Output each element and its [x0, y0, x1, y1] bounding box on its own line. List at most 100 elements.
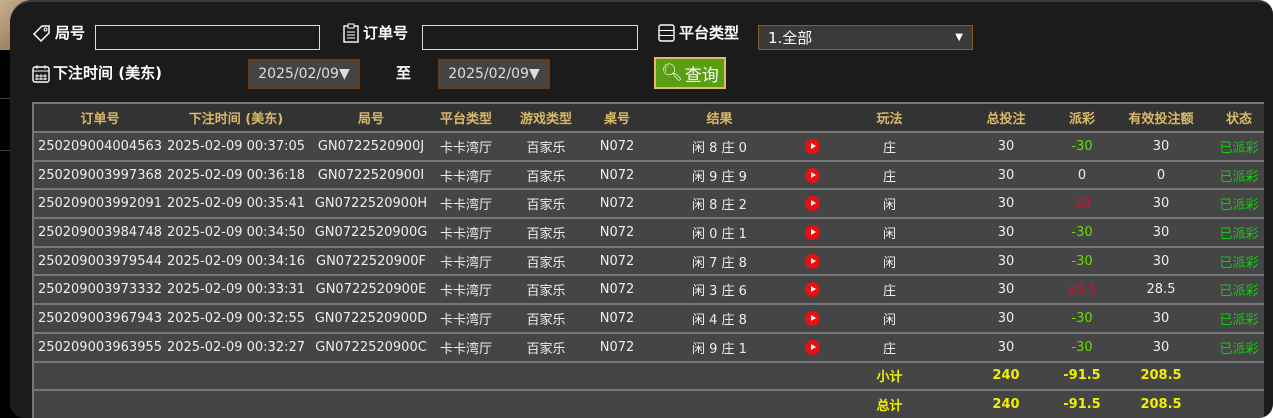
- table-row[interactable]: 250209003973332 2025-02-09 00:33:31 GN0722…: [33, 275, 1264, 306]
- column-header: 下注时间 (美东): [166, 102, 306, 133]
- table-row[interactable]: 250209003979544 2025-02-09 00:34:16 GN0722…: [33, 246, 1264, 277]
- empty-cell: [638, 361, 801, 392]
- empty-cell: [496, 390, 596, 418]
- empty-cell: [638, 390, 801, 418]
- bet-record-panel: 局号 订单号 平台类型 1.全部 ▼ 下注时间 (美东) 2025/02/09▼ …: [10, 0, 1273, 418]
- cell-table: N072: [596, 189, 638, 220]
- play-video-icon[interactable]: [804, 253, 820, 269]
- cell-play: 闲: [823, 218, 956, 248]
- table-row[interactable]: 250209003984748 2025-02-09 00:34:50 GN0722…: [33, 218, 1264, 248]
- query-button-label: 查询: [684, 65, 719, 86]
- cell-platform: 卡卡湾厅: [436, 218, 496, 248]
- cell-round: GN0722520900G: [306, 218, 436, 248]
- column-header: 派彩: [1056, 102, 1108, 133]
- cell-time: 2025-02-09 00:35:41: [166, 189, 306, 220]
- cell-game: 百家乐: [496, 304, 596, 334]
- play-video-icon[interactable]: [804, 224, 820, 240]
- cell-bet: 30: [956, 160, 1056, 191]
- date-from-picker[interactable]: 2025/02/09▼: [248, 59, 360, 89]
- cell-order: 250209003992091: [33, 189, 166, 220]
- time-label-text: 下注时间 (美东): [53, 64, 162, 82]
- empty-cell: [596, 390, 638, 418]
- play-video-icon[interactable]: [804, 282, 820, 298]
- cell-time: 2025-02-09 00:33:31: [166, 275, 306, 306]
- cell-bet: 30: [956, 304, 1056, 334]
- empty-cell: [166, 361, 306, 392]
- cell-round: GN0722520900I: [306, 160, 436, 191]
- cell-result: 闲 8 庄 0: [638, 132, 801, 162]
- cell-table: N072: [596, 275, 638, 306]
- cell-table: N072: [596, 160, 638, 191]
- table-row[interactable]: 250209003997368 2025-02-09 00:36:18 GN0722…: [33, 160, 1264, 191]
- cell-status: 已派彩: [1214, 275, 1264, 306]
- cell-status: 已派彩: [1214, 132, 1264, 162]
- cell-order: 250209003973332: [33, 275, 166, 306]
- column-header: 游戏类型: [496, 102, 596, 133]
- table-row[interactable]: 250209003967943 2025-02-09 00:32:55 GN0722…: [33, 304, 1264, 334]
- play-video-icon[interactable]: [804, 138, 820, 154]
- cell-time: 2025-02-09 00:34:16: [166, 246, 306, 277]
- table-row[interactable]: 250209003963955 2025-02-09 00:32:27 GN0722…: [33, 332, 1264, 363]
- cell-result: 闲 8 庄 2: [638, 189, 801, 220]
- round-input[interactable]: [95, 25, 320, 50]
- cell-order: 250209003979544: [33, 246, 166, 277]
- cell-bet: 30: [956, 332, 1056, 363]
- cell-round: GN0722520900E: [306, 275, 436, 306]
- play-video-cell: [801, 332, 823, 363]
- cell-status: 已派彩: [1214, 246, 1264, 277]
- subtotal-payout: -91.5: [1056, 361, 1108, 392]
- table-header-row: 订单号 下注时间 (美东) 局号 平台类型 游戏类型 桌号 结果 玩法 总投注 派彩 有效投注额 状态: [33, 102, 1264, 133]
- cell-order: 250209003984748: [33, 218, 166, 248]
- play-video-icon[interactable]: [804, 167, 820, 183]
- empty-cell: [496, 361, 596, 392]
- cell-payout: 28.5: [1056, 275, 1108, 306]
- time-label: 下注时间 (美东): [32, 62, 162, 83]
- cell-payout: -30: [1056, 332, 1108, 363]
- cell-round: GN0722520900D: [306, 304, 436, 334]
- cell-payout: -30: [1056, 132, 1108, 162]
- column-header: 订单号: [33, 102, 166, 133]
- play-video-icon[interactable]: [804, 196, 820, 212]
- cell-status: 已派彩: [1214, 332, 1264, 363]
- cell-game: 百家乐: [496, 332, 596, 363]
- play-video-cell: [801, 246, 823, 277]
- cell-play: 庄: [823, 332, 956, 363]
- platform-select[interactable]: 1.全部 ▼: [758, 25, 973, 50]
- table-row[interactable]: 250209004004563 2025-02-09 00:37:05 GN0722…: [33, 132, 1264, 162]
- empty-cell: [33, 390, 166, 418]
- cell-order: 250209003967943: [33, 304, 166, 334]
- empty-cell: [436, 361, 496, 392]
- to-label: 至: [396, 64, 412, 82]
- cell-table: N072: [596, 218, 638, 248]
- empty-cell: [33, 361, 166, 392]
- clipboard-icon: [343, 23, 359, 43]
- cell-platform: 卡卡湾厅: [436, 275, 496, 306]
- column-header: 有效投注额: [1108, 102, 1214, 133]
- cell-result: 闲 4 庄 8: [638, 304, 801, 334]
- cell-round: GN0722520900H: [306, 189, 436, 220]
- total-row: 总计 240 -91.5 208.5: [33, 390, 1264, 418]
- empty-cell: [166, 390, 306, 418]
- total-valid: 208.5: [1108, 390, 1214, 418]
- order-input[interactable]: [422, 25, 638, 50]
- empty-cell: [1214, 390, 1264, 418]
- date-to-picker[interactable]: 2025/02/09▼: [438, 59, 550, 89]
- calendar-icon: [32, 64, 50, 83]
- empty-cell: [1214, 361, 1264, 392]
- play-video-icon[interactable]: [804, 310, 820, 326]
- cell-status: 已派彩: [1214, 189, 1264, 220]
- cell-payout: -30: [1056, 246, 1108, 277]
- round-label: 局号: [32, 22, 85, 43]
- play-video-cell: [801, 160, 823, 191]
- tag-icon: [32, 24, 50, 42]
- table-row[interactable]: 250209003992091 2025-02-09 00:35:41 GN0722…: [33, 189, 1264, 220]
- query-button[interactable]: 🔍︎ 查询: [654, 57, 726, 89]
- cell-result: 闲 9 庄 1: [638, 332, 801, 363]
- cell-play: 庄: [823, 160, 956, 191]
- cell-game: 百家乐: [496, 189, 596, 220]
- cell-bet: 30: [956, 132, 1056, 162]
- play-video-cell: [801, 189, 823, 220]
- play-video-icon[interactable]: [804, 339, 820, 355]
- subtotal-valid: 208.5: [1108, 361, 1214, 392]
- cell-table: N072: [596, 132, 638, 162]
